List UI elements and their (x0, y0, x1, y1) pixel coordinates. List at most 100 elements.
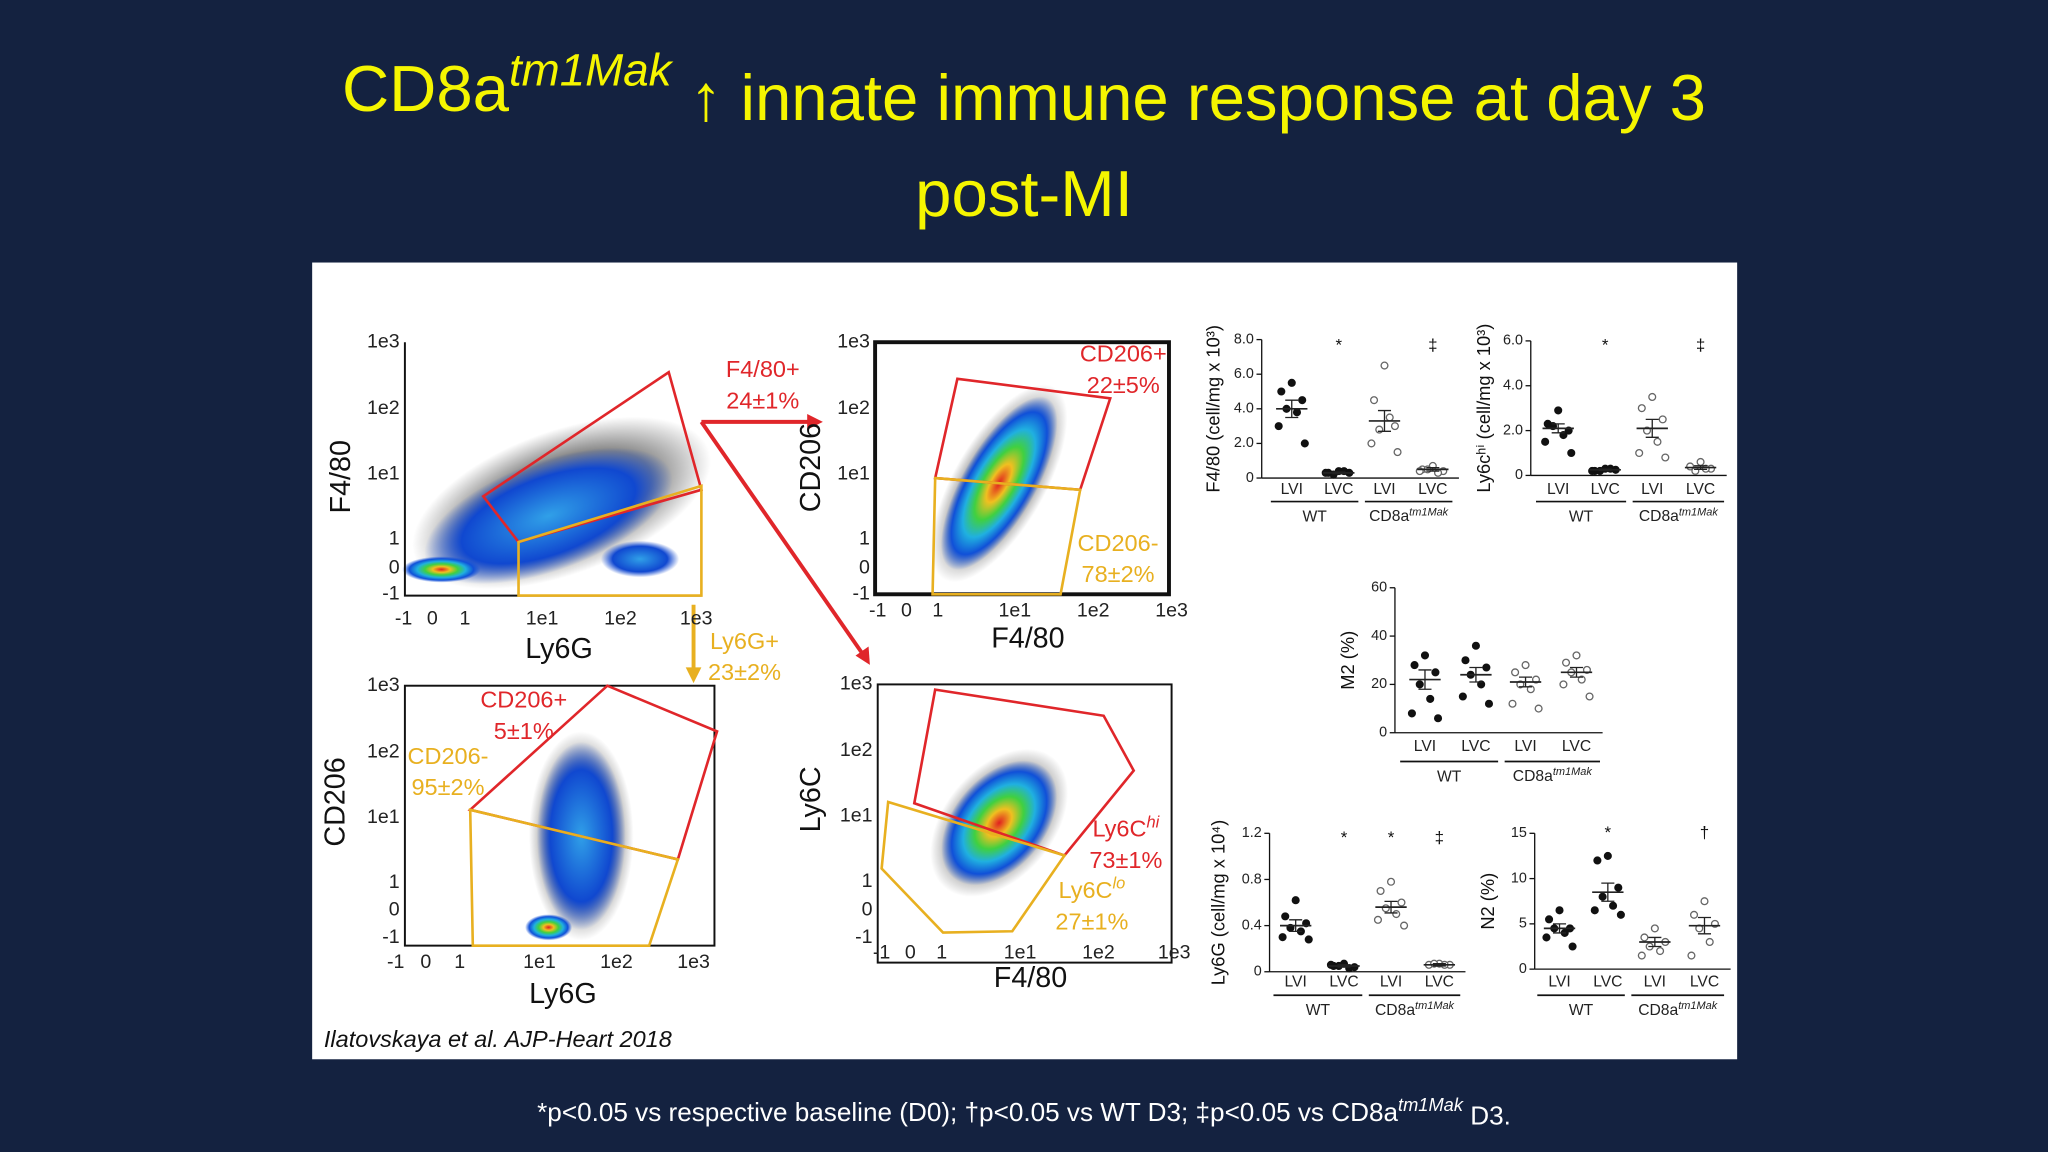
group-label: WT (1306, 1002, 1331, 1019)
data-point (1637, 404, 1646, 413)
y-tick-label: 4.0 (1234, 401, 1254, 417)
data-point (1691, 466, 1700, 475)
y-tick-label: 0.4 (1242, 917, 1262, 933)
x-tick-label: 0 (427, 607, 438, 629)
data-point (1700, 897, 1709, 906)
data-point (1603, 851, 1612, 860)
error-bar (1569, 666, 1584, 678)
gate-name: Ly6G+ (710, 628, 779, 654)
gate-value: 73±1% (1089, 847, 1162, 873)
x-tick-label: 1e1 (526, 607, 559, 629)
data-point (1376, 886, 1385, 896)
x-tick-label: -1 (869, 599, 886, 621)
error-bar (1601, 882, 1615, 902)
data-point (1696, 457, 1705, 467)
text-part: tm1Mak (1398, 1094, 1464, 1115)
y-tick-label: 1e3 (840, 673, 873, 695)
data-point (1471, 641, 1480, 650)
data-point (1559, 680, 1568, 689)
gate-name: Ly6Clo (1059, 875, 1126, 903)
y-tick-label: 1e3 (837, 330, 870, 352)
data-point (1635, 448, 1644, 458)
text-part: tm1Mak (1409, 506, 1449, 518)
data-point (1433, 714, 1443, 723)
gate (880, 800, 1067, 934)
data-point (1526, 685, 1535, 694)
plot-frame (876, 683, 1173, 964)
data-point (1648, 392, 1657, 402)
dot-plot: 0 0.4 0.8 1.2 Ly6G (cell/mg x 10⁴) LVI LVC * LVI… (1208, 820, 1466, 1019)
x-tick-label: 0 (420, 951, 431, 973)
x-axis-title: F4/80 (991, 623, 1064, 655)
data-point (1568, 942, 1577, 951)
data-point (1392, 910, 1401, 919)
text-part: lo (1113, 875, 1126, 893)
text-part: D3. (1463, 1101, 1511, 1131)
data-point (1281, 912, 1290, 921)
text-part: CD8a (1638, 1002, 1678, 1019)
data-point (1561, 658, 1571, 667)
x-tick-label: LVC (1690, 973, 1719, 990)
data-point (1477, 680, 1486, 689)
data-point (1640, 933, 1649, 942)
group-label: CD8atm1Mak (1639, 506, 1719, 525)
data-point (1590, 906, 1599, 915)
x-tick-label: 1e2 (1077, 599, 1110, 621)
data-point (1508, 699, 1517, 708)
significance: ‡ (1696, 336, 1705, 355)
data-point (1658, 415, 1667, 424)
data-point (1650, 924, 1659, 933)
x-tick-label: LVC (1461, 738, 1490, 755)
significance: * (1341, 828, 1348, 847)
significance: * (1335, 336, 1342, 355)
data-point (1656, 946, 1665, 956)
data-point (1614, 883, 1623, 892)
data-point (1545, 915, 1554, 924)
x-tick-label: LVC (1562, 738, 1591, 755)
data-point (1458, 692, 1467, 701)
x-axis-title: Ly6G (529, 978, 597, 1010)
x-tick-label: -1 (387, 951, 404, 973)
x-tick-label: 1e3 (680, 607, 713, 629)
error-bar (1432, 963, 1446, 967)
data-point (1407, 709, 1416, 718)
data-point (1426, 694, 1435, 703)
data-point (1588, 466, 1597, 475)
y-tick-label: 1e2 (837, 397, 870, 419)
y-tick-label: -1 (852, 582, 869, 604)
y-tick-label: 1 (389, 871, 400, 893)
data-point (1567, 448, 1576, 458)
data-point (1598, 892, 1607, 901)
error-bar (1519, 676, 1533, 688)
y-tick-label: 1 (389, 528, 400, 550)
data-point (1555, 906, 1564, 915)
data-point (1298, 396, 1307, 405)
data-point (1521, 661, 1530, 670)
significance: * (1388, 828, 1395, 847)
x-tick-label: LVC (1418, 481, 1447, 498)
x-tick-label: LVI (1514, 738, 1536, 755)
y-tick-label: 40 (1371, 628, 1387, 644)
data-point (1410, 661, 1419, 670)
x-tick-label: 1e1 (523, 951, 556, 973)
group-label: WT (1302, 508, 1327, 525)
gate-name: CD206+ (480, 687, 567, 713)
data-point (1386, 877, 1396, 886)
x-tick-label: LVI (1547, 481, 1569, 498)
error-bar (1377, 409, 1392, 432)
x-tick-label: 1e1 (1004, 942, 1037, 964)
gate (517, 484, 703, 597)
x-tick-label: LVC (1686, 481, 1715, 498)
data-point (1689, 910, 1699, 919)
y-tick-label: 0 (1246, 470, 1254, 486)
y-tick-label: 0 (389, 899, 400, 921)
error-bar (1598, 468, 1612, 472)
data-point (1554, 406, 1563, 415)
data-point (1400, 921, 1409, 930)
data-point (1534, 704, 1543, 713)
gate-name: Ly6Chi (1092, 814, 1160, 842)
